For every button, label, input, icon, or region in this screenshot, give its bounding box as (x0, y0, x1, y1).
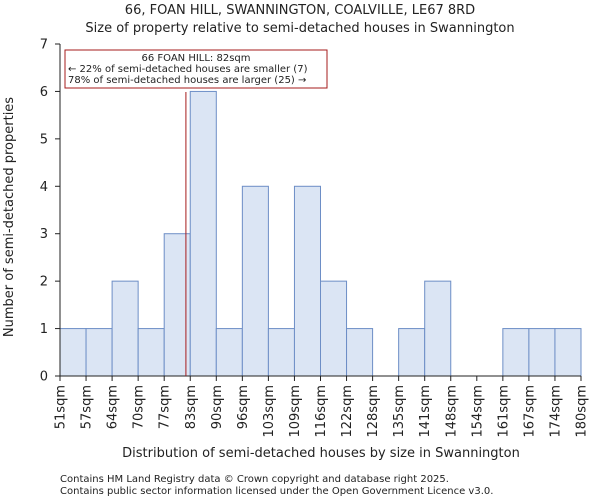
bar (215, 328, 243, 377)
bar (502, 328, 530, 377)
footer-line-2: Contains public sector information licen… (60, 486, 493, 497)
x-tick-label: 128sqm (366, 385, 381, 438)
property-annotation: 66 FOAN HILL: 82sqm ← 22% of semi-detach… (64, 49, 328, 89)
bar (85, 328, 113, 377)
bar (424, 280, 452, 377)
annotation-line-3: 78% of semi-detached houses are larger (… (68, 75, 306, 86)
annotation-box (64, 49, 328, 89)
y-tick-label: 6 (40, 85, 48, 100)
chart-title: 66, FOAN HILL, SWANNINGTON, COALVILLE, L… (125, 3, 475, 18)
x-tick-label: 109sqm (288, 385, 303, 438)
y-tick-label: 4 (40, 180, 48, 195)
x-tick-label: 57sqm (80, 385, 95, 429)
x-tick-label: 77sqm (158, 385, 173, 429)
x-ticks-group: 51sqm 57sqm 64sqm 70sqm 77sqm 83sqm 90sqm 96sqm… (54, 376, 590, 438)
x-tick-label: 64sqm (106, 385, 121, 429)
bar (293, 185, 322, 377)
x-tick-label: 90sqm (210, 385, 225, 429)
x-tick-label: 70sqm (132, 385, 147, 429)
annotation-line-2: ← 22% of semi-detached houses are smalle… (68, 64, 308, 75)
y-axis-label: Number of semi-detached properties (2, 97, 17, 337)
x-tick-label: 180sqm (575, 385, 590, 438)
x-axis-label: Distribution of semi-detached houses by … (122, 446, 520, 461)
bar (528, 328, 556, 377)
bar (346, 328, 374, 377)
bar (189, 90, 217, 377)
bar (320, 280, 348, 377)
chart-subtitle: Size of property relative to semi-detach… (85, 21, 514, 36)
x-tick-label: 103sqm (262, 385, 277, 438)
x-tick-label: 161sqm (496, 385, 511, 438)
y-tick-label: 7 (40, 38, 48, 53)
footer-line-1: Contains HM Land Registry data © Crown c… (60, 474, 449, 485)
y-tick-label: 3 (40, 227, 48, 242)
x-tick-label: 116sqm (314, 385, 329, 438)
bar (398, 328, 426, 377)
x-tick-label: 148sqm (444, 385, 459, 438)
y-tick-label: 5 (40, 132, 48, 147)
bar (241, 185, 269, 377)
bar (267, 328, 295, 377)
x-tick-label: 141sqm (418, 385, 433, 438)
y-tick-label: 1 (40, 322, 48, 337)
x-tick-label: 167sqm (522, 385, 537, 438)
x-tick-label: 135sqm (392, 385, 407, 438)
annotation-line-1: 66 FOAN HILL: 82sqm (141, 53, 250, 64)
bar (554, 328, 582, 377)
x-tick-label: 154sqm (470, 385, 485, 438)
y-tick-label: 2 (40, 275, 48, 290)
y-ticks-group: 0 1 2 3 4 5 6 7 (40, 38, 60, 385)
bars-group (59, 90, 582, 377)
bar (59, 328, 87, 377)
bar (137, 328, 165, 377)
x-tick-label: 96sqm (236, 385, 251, 429)
x-tick-label: 51sqm (54, 385, 69, 429)
x-tick-label: 83sqm (184, 385, 199, 429)
bar (111, 280, 139, 377)
x-tick-label: 122sqm (340, 385, 355, 438)
y-tick-label: 0 (40, 370, 48, 385)
x-tick-label: 174sqm (548, 385, 563, 438)
